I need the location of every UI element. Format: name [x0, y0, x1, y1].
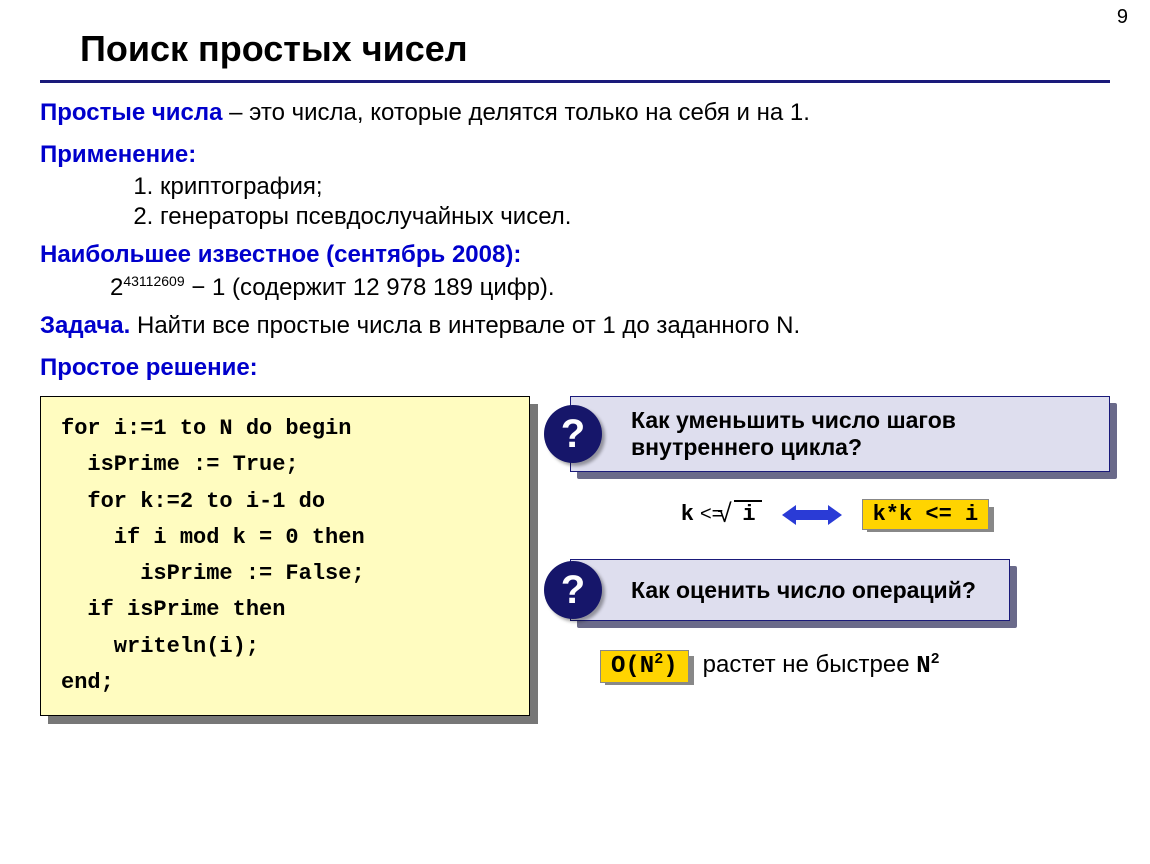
page-number: 9	[1117, 6, 1128, 29]
math-left: k <= i	[681, 502, 762, 527]
slide-title: Поиск простых чисел	[40, 0, 1110, 83]
application-label: Применение:	[40, 141, 1110, 169]
growth-text-inner: растет не быстрее	[703, 651, 917, 678]
code-box-wrap: for i:=1 to N do begin isPrime := True; …	[40, 396, 530, 716]
application-item: генераторы псевдослучайных чисел.	[160, 203, 1110, 231]
growth-line: O(N2) растет не быстрее N2	[560, 651, 1110, 680]
task-label: Задача.	[40, 312, 130, 339]
math-radicand: i	[734, 500, 761, 527]
solution-label: Простое решение:	[40, 354, 1110, 382]
complexity-exp: 2	[654, 651, 663, 668]
math-k: k	[681, 502, 694, 527]
sqrt-icon: i	[729, 502, 761, 527]
callout-2-text: Как оценить число операций?	[631, 577, 976, 604]
definition-line: Простые числа – это числа, которые делят…	[40, 99, 1110, 127]
complexity-pre: O(N	[611, 653, 654, 680]
growth-text: растет не быстрее N2	[703, 651, 940, 680]
right-column: ? Как уменьшить число шагов внутреннего …	[560, 396, 1110, 680]
math-right-wrap: k*k <= i	[862, 502, 990, 527]
task-line: Задача. Найти все простые числа в интерв…	[40, 312, 1110, 340]
question-badge-icon: ?	[544, 561, 602, 619]
lower-row: for i:=1 to N do begin isPrime := True; …	[40, 396, 1110, 716]
application-list: криптография; генераторы псевдослучайных…	[40, 173, 1110, 231]
content-area: Простые числа – это числа, которые делят…	[0, 99, 1150, 716]
double-arrow-icon	[782, 503, 842, 527]
growth-n: N	[916, 653, 930, 680]
math-right: k*k <= i	[862, 499, 990, 530]
code-box: for i:=1 to N do begin isPrime := True; …	[40, 396, 530, 716]
math-equivalence: k <= i k*k <= i	[560, 502, 1110, 527]
definition-text: – это числа, которые делятся только на с…	[223, 99, 810, 126]
biggest-base: 2	[110, 274, 123, 301]
complexity-post: )	[663, 653, 677, 680]
biggest-label: Наибольшее известное (сентябрь 2008):	[40, 241, 1110, 269]
complexity-wrap: O(N2)	[600, 651, 689, 680]
question-badge-icon: ?	[544, 405, 602, 463]
complexity-badge: O(N2)	[600, 650, 689, 683]
callout-1-wrap: ? Как уменьшить число шагов внутреннего …	[570, 396, 1110, 472]
biggest-value: 243112609 − 1 (содержит 12 978 189 цифр)…	[110, 273, 1110, 302]
biggest-exponent: 43112609	[123, 273, 184, 289]
application-item: криптография;	[160, 173, 1110, 201]
callout-1-text: Как уменьшить число шагов внутреннего ци…	[631, 407, 1095, 461]
task-text: Найти все простые числа в интервале от 1…	[130, 312, 800, 339]
callout-2-wrap: ? Как оценить число операций?	[570, 559, 1010, 621]
growth-n-exp: 2	[931, 651, 940, 668]
definition-term: Простые числа	[40, 99, 223, 126]
callout-2: Как оценить число операций?	[570, 559, 1010, 621]
biggest-tail: − 1 (содержит 12 978 189 цифр).	[185, 274, 555, 301]
callout-1: Как уменьшить число шагов внутреннего ци…	[570, 396, 1110, 472]
